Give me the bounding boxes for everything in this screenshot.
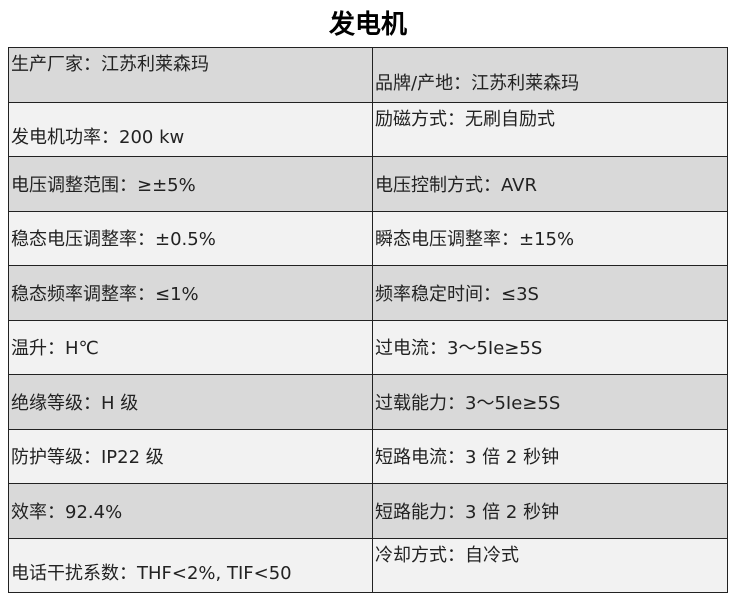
- spec-cell: 瞬态电压调整率：±15%: [372, 210, 728, 266]
- document-title: 发电机: [328, 10, 407, 40]
- table-row: 电话干扰系数：THF<2%, TIF<50 冷却方式：自冷式: [8, 537, 728, 593]
- table-row: 电压调整范围：≥±5% 电压控制方式：AVR: [8, 156, 728, 212]
- spec-cell: 品牌/产地：江苏利莱森玛: [372, 47, 728, 103]
- spec-cell: 电压调整范围：≥±5%: [8, 156, 373, 212]
- spec-cell: 发电机功率：200 kw: [8, 101, 373, 157]
- spec-cell: 温升：H℃: [8, 319, 373, 375]
- table-row: 效率：92.4% 短路能力：3 倍 2 秒钟: [8, 483, 728, 539]
- spec-cell: 冷却方式：自冷式: [372, 537, 728, 593]
- table-row: 稳态电压调整率：±0.5% 瞬态电压调整率：±15%: [8, 210, 728, 266]
- spec-cell: 频率稳定时间：≤3S: [372, 265, 728, 321]
- spec-cell: 防护等级：IP22 级: [8, 428, 373, 484]
- specs-table: 生产厂家：江苏利莱森玛 品牌/产地：江苏利莱森玛 发电机功率：200 kw 励磁…: [8, 47, 728, 593]
- spec-cell: 励磁方式：无刷自励式: [372, 101, 728, 157]
- spec-cell: 过电流：3～5Ie≥5S: [372, 319, 728, 375]
- spec-cell: 稳态电压调整率：±0.5%: [8, 210, 373, 266]
- spec-cell: 生产厂家：江苏利莱森玛: [8, 47, 373, 103]
- table-row: 温升：H℃ 过电流：3～5Ie≥5S: [8, 319, 728, 375]
- table-row: 发电机功率：200 kw 励磁方式：无刷自励式: [8, 101, 728, 157]
- spec-cell: 绝缘等级：H 级: [8, 374, 373, 430]
- spec-cell: 电话干扰系数：THF<2%, TIF<50: [8, 537, 373, 593]
- spec-cell: 短路能力：3 倍 2 秒钟: [372, 483, 728, 539]
- table-row: 防护等级：IP22 级 短路电流：3 倍 2 秒钟: [8, 428, 728, 484]
- spec-cell: 电压控制方式：AVR: [372, 156, 728, 212]
- spec-cell: 过载能力：3～5Ie≥5S: [372, 374, 728, 430]
- table-row: 生产厂家：江苏利莱森玛 品牌/产地：江苏利莱森玛: [8, 47, 728, 103]
- table-row: 稳态频率调整率：≤1% 频率稳定时间：≤3S: [8, 265, 728, 321]
- spec-cell: 效率：92.4%: [8, 483, 373, 539]
- spec-cell: 短路电流：3 倍 2 秒钟: [372, 428, 728, 484]
- spec-cell: 稳态频率调整率：≤1%: [8, 265, 373, 321]
- table-row: 绝缘等级：H 级 过载能力：3～5Ie≥5S: [8, 374, 728, 430]
